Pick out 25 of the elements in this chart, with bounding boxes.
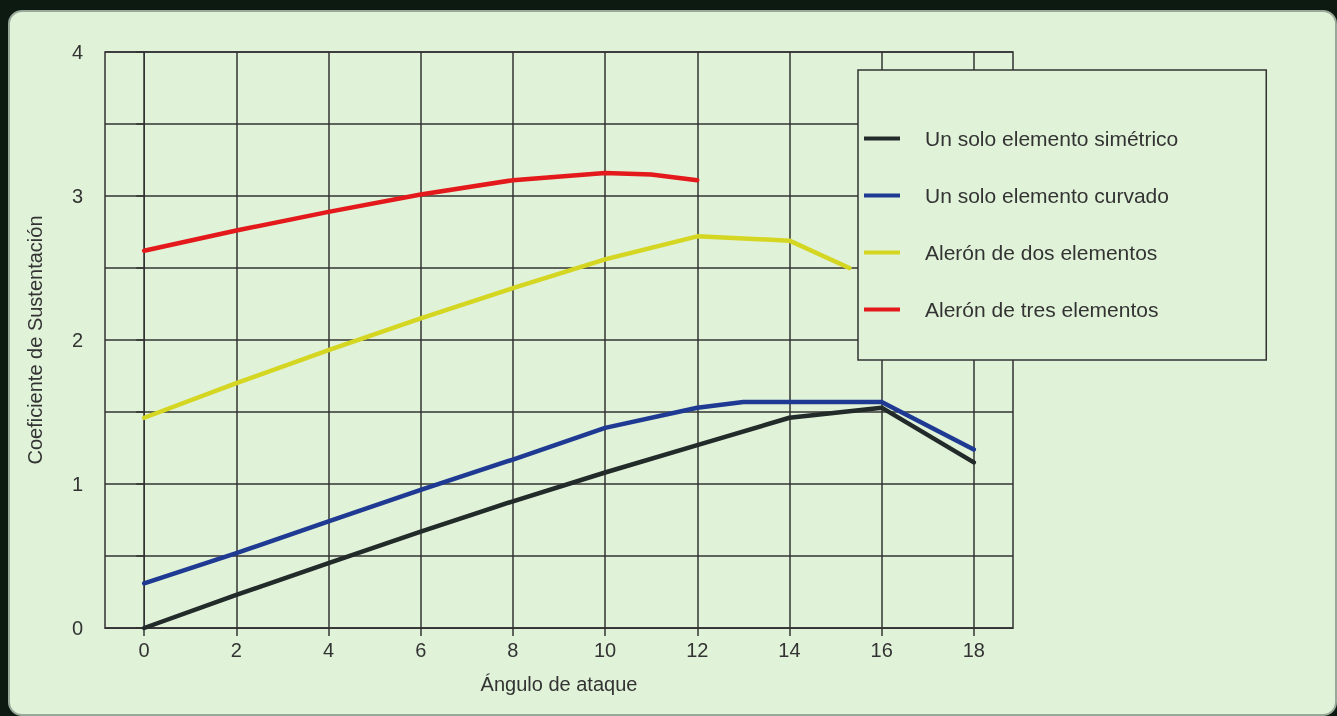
line-series (141, 399, 977, 586)
y-axis-title: Coeficiente de Sustentación (24, 215, 46, 465)
legend-label: Alerón de dos elementos (925, 241, 1158, 264)
line-series (141, 405, 977, 631)
line-series (141, 170, 700, 253)
x-tick-label: 16 (870, 639, 893, 661)
x-tick-label: 4 (322, 639, 335, 661)
y-tick-label: 2 (71, 329, 83, 351)
x-tick-label: 12 (686, 639, 709, 661)
x-tick-label: 0 (138, 639, 150, 661)
x-tick-label: 14 (778, 639, 801, 661)
x-tick-label: 10 (593, 639, 617, 661)
legend-label: Alerón de tres elementos (925, 298, 1159, 321)
x-tick-label: 2 (230, 639, 242, 661)
y-tick-label: 1 (71, 473, 83, 495)
x-tick-label: 6 (415, 639, 427, 661)
line-series (141, 234, 852, 421)
y-tick-label: 0 (71, 617, 83, 639)
legend-label: Un solo elemento simétrico (925, 127, 1179, 150)
y-tick-label: 4 (71, 41, 83, 63)
y-tick-label: 3 (71, 185, 83, 207)
x-axis-title: Ángulo de ataque (480, 673, 638, 695)
x-tick-label: 8 (507, 639, 519, 661)
x-tick-label: 18 (962, 639, 985, 661)
legend-label: Un solo elemento curvado (925, 184, 1169, 207)
